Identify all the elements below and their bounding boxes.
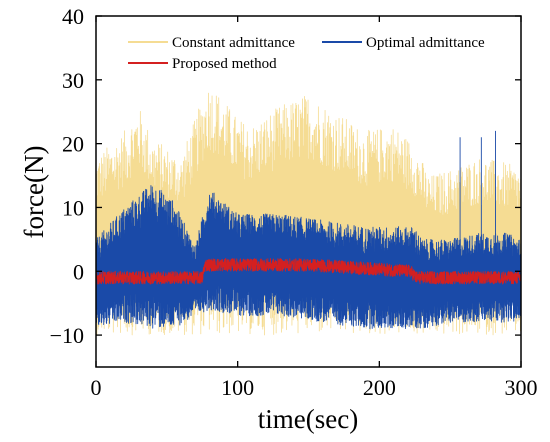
legend-label-optimal-admittance: Optimal admittance	[366, 35, 485, 51]
x-tick-label: 300	[505, 375, 538, 400]
y-tick-label: 10	[62, 195, 84, 220]
x-tick-label: 200	[363, 375, 396, 400]
legend: Constant admittance Optimal admittance P…	[128, 35, 485, 72]
x-tick-label: 100	[221, 375, 254, 400]
series-layer	[96, 92, 521, 336]
y-axis-title: force(N)	[19, 146, 49, 239]
y-tick-label: 20	[62, 132, 84, 157]
y-tick-label: 30	[62, 68, 84, 93]
axis-ticks	[95, 15, 522, 367]
x-tick-label: 0	[91, 375, 102, 400]
y-tick-label: 0	[73, 259, 84, 284]
x-axis-title: time(sec)	[258, 404, 358, 434]
legend-label-proposed-method: Proposed method	[172, 56, 277, 72]
series-line-proposed-method	[96, 258, 521, 285]
y-tick-label: 40	[62, 4, 84, 29]
plot-frame	[95, 15, 522, 368]
tick-labels: 0 100 200 300 −10 0 10 20 30 40	[50, 4, 538, 400]
series-line-optimal-admittance	[96, 130, 521, 330]
legend-label-constant-admittance: Constant admittance	[172, 35, 295, 51]
y-tick-label: −10	[50, 323, 84, 348]
